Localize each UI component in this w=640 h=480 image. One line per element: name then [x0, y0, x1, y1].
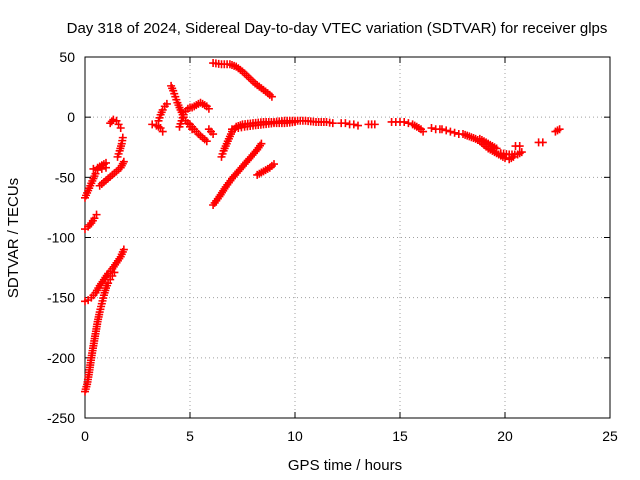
data-point: [267, 92, 276, 101]
data-point: [341, 119, 350, 128]
data-point: [515, 142, 524, 151]
series-arc-25: [459, 130, 518, 164]
data-point: [442, 126, 451, 135]
series-arc-21: [364, 120, 379, 129]
series-arc-30: [551, 125, 564, 136]
data-point: [270, 160, 278, 169]
y-tick-label: 0: [67, 109, 75, 125]
data-point: [438, 125, 446, 134]
x-tick-label: 10: [287, 428, 303, 444]
data-point: [492, 144, 501, 153]
data-point: [118, 133, 127, 142]
data-point: [85, 220, 94, 229]
data-point: [538, 138, 547, 147]
series-arc-5: [89, 158, 110, 173]
data-point: [209, 130, 218, 139]
chart-title: Day 318 of 2024, Sidereal Day-to-day VTE…: [67, 20, 608, 37]
data-point: [427, 123, 436, 132]
data-point: [349, 120, 358, 129]
data-point: [291, 117, 299, 126]
series-arc-10: [154, 99, 171, 125]
series-arc-24: [438, 125, 463, 139]
series-arc-15: [209, 59, 276, 101]
series-arc-16: [209, 139, 266, 210]
data-point: [92, 210, 101, 219]
y-axis-label: SDTVAR / TECUs: [5, 178, 22, 298]
data-point: [400, 117, 409, 126]
data-point: [119, 245, 128, 254]
x-tick-label: 25: [602, 428, 618, 444]
y-tick-label: -50: [55, 169, 75, 185]
data-point: [555, 125, 564, 134]
data-point: [158, 127, 167, 136]
series-arc-9: [148, 120, 167, 136]
data-point: [354, 121, 362, 130]
series-arc-3: [81, 210, 101, 234]
series-arc-27: [496, 148, 526, 159]
series-arc-8: [113, 133, 127, 161]
data-point: [370, 120, 379, 129]
y-tick-label: -250: [47, 410, 75, 426]
series-arc-19: [253, 160, 278, 179]
data-point: [517, 148, 526, 157]
data-point: [162, 99, 171, 108]
series-arc-29: [534, 138, 547, 147]
data-point: [257, 139, 266, 148]
data-point: [204, 104, 213, 113]
data-point: [446, 127, 455, 136]
series-arc-20: [337, 119, 362, 130]
y-tick-label: -200: [47, 350, 75, 366]
series-arc-22: [387, 117, 428, 136]
series-arc-28: [511, 142, 524, 151]
y-tick-label: 50: [59, 49, 75, 65]
data-point: [419, 127, 428, 136]
data-point: [328, 119, 337, 128]
data-point: [116, 123, 125, 132]
data-point: [89, 164, 98, 173]
series-arc-1: [81, 268, 119, 396]
x-tick-label: 0: [81, 428, 89, 444]
plot-frame: [84, 56, 611, 419]
series-arc-7: [106, 115, 125, 132]
grid: [85, 57, 610, 418]
series-arc-12: [175, 98, 213, 131]
axis-ticks: 0 5 10 15 20 25 50 0 -50 -100 -150 -200 -250: [47, 49, 618, 444]
y-tick-label: -100: [47, 230, 75, 246]
data-point: [148, 120, 157, 129]
data-point: [119, 157, 128, 166]
series-arc-13: [186, 120, 211, 146]
data-point: [102, 158, 110, 167]
y-tick-label: -150: [47, 290, 75, 306]
x-tick-label: 5: [186, 428, 194, 444]
x-tick-label: 20: [497, 428, 513, 444]
x-axis-label: GPS time / hours: [288, 457, 402, 474]
series-arc-14: [204, 125, 218, 139]
data-point: [450, 128, 459, 137]
series-arc-18: [228, 117, 299, 134]
data-points: [81, 59, 564, 396]
series-arc-2: [81, 245, 128, 306]
x-tick-label: 15: [392, 428, 408, 444]
series-arc-6: [95, 157, 128, 190]
data-point: [404, 119, 413, 128]
series-arc-26: [475, 134, 501, 153]
data-point: [202, 137, 211, 146]
